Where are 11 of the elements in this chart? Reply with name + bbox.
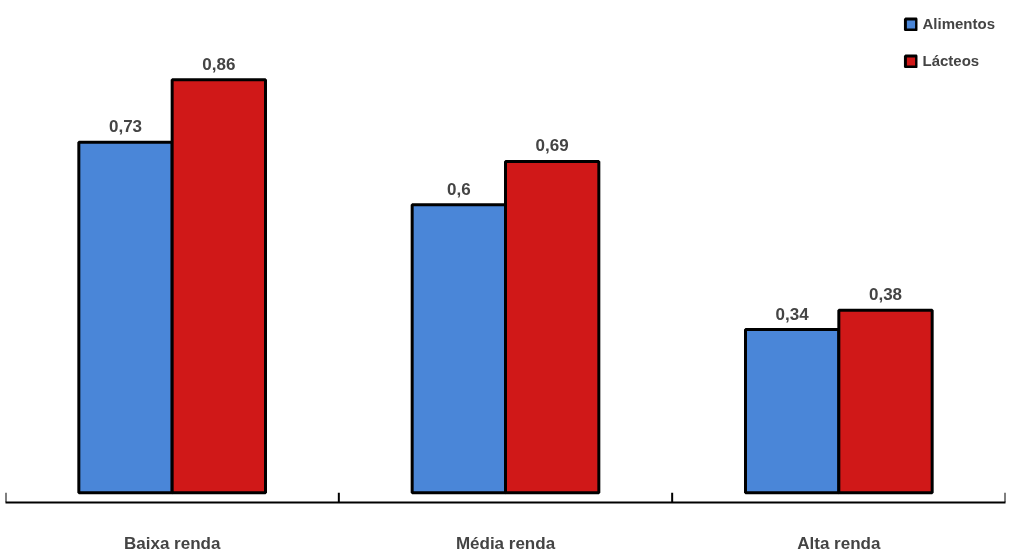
legend-label: Lácteos <box>922 52 980 69</box>
data-label: 0,69 <box>535 136 569 156</box>
data-label: 0,34 <box>775 304 810 324</box>
data-label: 0,38 <box>868 285 903 305</box>
data-label: 0,86 <box>202 54 236 74</box>
legend-label: Alimentos <box>922 15 995 32</box>
x-tick-label: Baixa renda <box>123 533 221 553</box>
x-tick-label: Média renda <box>455 533 556 553</box>
data-label: 0,73 <box>108 117 143 137</box>
x-tick-label: Alta renda <box>797 533 881 553</box>
data-label: 0,6 <box>447 179 471 199</box>
